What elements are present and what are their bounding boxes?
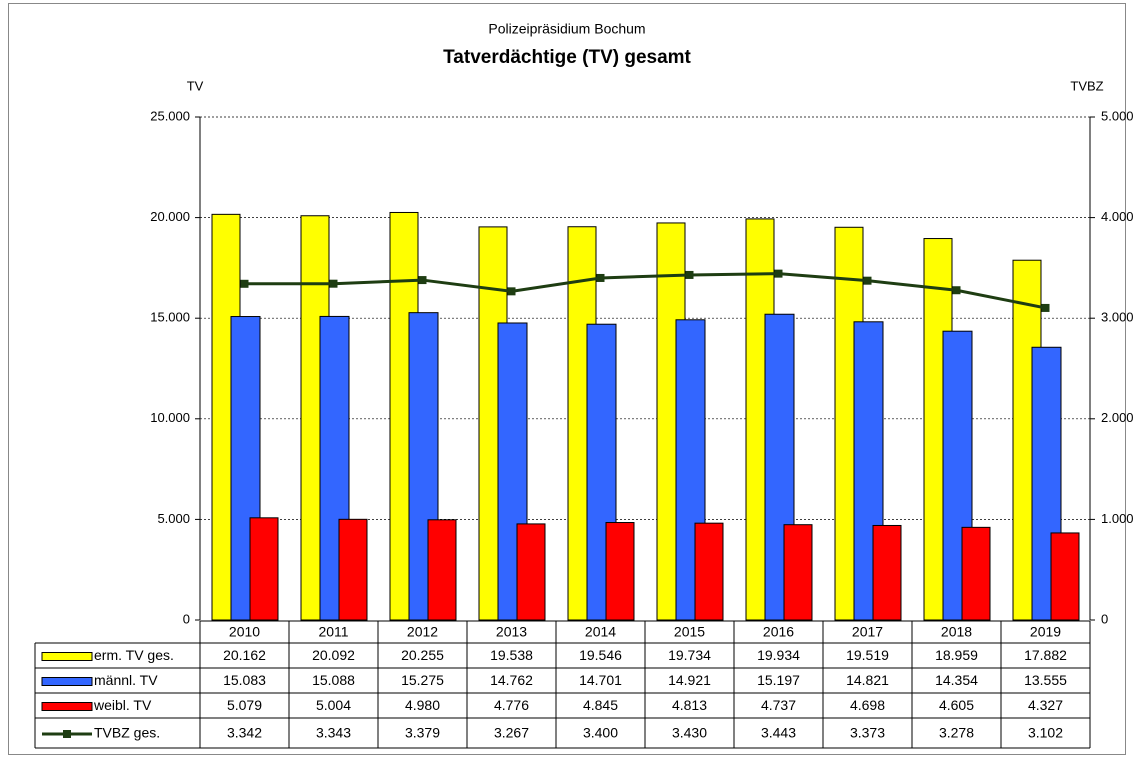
- table-value: 3.373: [850, 725, 885, 741]
- table-value: 19.934: [757, 647, 800, 663]
- table-value: 15.088: [312, 672, 355, 688]
- x-tick-label: 2019: [1030, 624, 1061, 640]
- table-value: 5.079: [227, 697, 262, 713]
- y-tick-label: 0: [183, 611, 190, 626]
- line-marker: [329, 279, 338, 288]
- table-value: 3.379: [405, 725, 440, 741]
- y2-tick-label: 3.000: [1101, 310, 1134, 325]
- table-value: 14.821: [846, 672, 889, 688]
- table-value: 14.354: [935, 672, 978, 688]
- table-value: 18.959: [935, 647, 978, 663]
- table-value: 14.921: [668, 672, 711, 688]
- x-tick-label: 2014: [585, 624, 616, 640]
- table-value: 3.267: [494, 725, 529, 741]
- line-marker: [952, 286, 961, 295]
- bar: [338, 518, 368, 621]
- y2-tick-label: 5.000: [1101, 108, 1134, 123]
- bar: [853, 321, 884, 621]
- bar: [427, 519, 457, 621]
- table-value: 4.327: [1028, 697, 1063, 713]
- x-tick-label: 2016: [763, 624, 794, 640]
- line-marker: [507, 287, 516, 296]
- legend-swatch: [41, 652, 93, 661]
- table-value: 14.762: [490, 672, 533, 688]
- x-tick-label: 2010: [229, 624, 260, 640]
- bar: [1050, 532, 1080, 621]
- table-value: 19.519: [846, 647, 889, 663]
- bar: [605, 522, 635, 621]
- legend-label: TVBZ ges.: [94, 725, 160, 741]
- table-value: 13.555: [1024, 672, 1067, 688]
- table-value: 5.004: [316, 697, 351, 713]
- bar: [516, 523, 546, 621]
- table-value: 19.546: [579, 647, 622, 663]
- legend-label: erm. TV ges.: [94, 647, 174, 663]
- legend-swatch: [63, 730, 71, 738]
- chart-subtitle: Polizeipräsidium Bochum: [488, 21, 645, 37]
- line-marker: [685, 270, 694, 279]
- table-value: 3.343: [316, 725, 351, 741]
- table-value: 15.197: [757, 672, 800, 688]
- y-tick-label: 10.000: [150, 410, 190, 425]
- x-tick-label: 2011: [318, 624, 348, 640]
- line: [244, 272, 1046, 310]
- table-value: 4.980: [405, 697, 440, 713]
- table-value: 15.083: [223, 672, 266, 688]
- y-tick-label: 25.000: [150, 108, 190, 123]
- bar: [961, 526, 991, 621]
- bar: [249, 517, 279, 621]
- table-value: 20.092: [312, 647, 355, 663]
- y-tick-label: 5.000: [157, 511, 190, 526]
- bar: [872, 524, 902, 621]
- y2-tick-label: 4.000: [1101, 209, 1134, 224]
- y2-tick-label: 1.000: [1101, 511, 1134, 526]
- table-value: 17.882: [1024, 647, 1067, 663]
- x-tick-label: 2017: [852, 624, 883, 640]
- table-value: 14.701: [579, 672, 622, 688]
- x-tick-label: 2015: [674, 624, 705, 640]
- table-value: 20.255: [401, 647, 444, 663]
- y2-tick-label: 0: [1101, 611, 1108, 626]
- bar: [694, 522, 724, 621]
- y2-tick-label: 2.000: [1101, 410, 1134, 425]
- table-value: 4.776: [494, 697, 529, 713]
- table-value: 15.275: [401, 672, 444, 688]
- table-value: 3.443: [761, 725, 796, 741]
- bar: [783, 524, 813, 621]
- table-value: 4.698: [850, 697, 885, 713]
- line-marker: [240, 279, 249, 288]
- legend-label: männl. TV: [94, 672, 158, 688]
- table-value: 4.605: [939, 697, 974, 713]
- line-marker: [1041, 303, 1050, 312]
- table-value: 3.342: [227, 725, 262, 741]
- table-value: 4.813: [672, 697, 707, 713]
- chart-title: Tatverdächtige (TV) gesamt: [443, 47, 691, 68]
- table-value: 3.278: [939, 725, 974, 741]
- line-marker: [774, 269, 783, 278]
- table-value: 4.845: [583, 697, 618, 713]
- legend-label: weibl. TV: [93, 697, 152, 713]
- x-tick-label: 2012: [407, 624, 438, 640]
- table-value: 4.737: [761, 697, 796, 713]
- legend-swatch: [41, 702, 93, 711]
- y-axis-label: TV: [187, 78, 204, 93]
- y-tick-label: 15.000: [150, 310, 190, 325]
- table-value: 3.400: [583, 725, 618, 741]
- x-tick-label: 2018: [941, 624, 972, 640]
- x-tick-label: 2013: [496, 624, 527, 640]
- line-marker: [418, 276, 427, 285]
- table-value: 19.734: [668, 647, 711, 663]
- y2-axis-label: TVBZ: [1070, 78, 1103, 93]
- line-marker: [596, 273, 605, 282]
- legend-swatch: [41, 677, 93, 686]
- table-value: 20.162: [223, 647, 266, 663]
- table-value: 3.430: [672, 725, 707, 741]
- y-tick-label: 20.000: [150, 209, 190, 224]
- line-marker: [863, 276, 872, 285]
- table-value: 19.538: [490, 647, 533, 663]
- table-value: 3.102: [1028, 725, 1063, 741]
